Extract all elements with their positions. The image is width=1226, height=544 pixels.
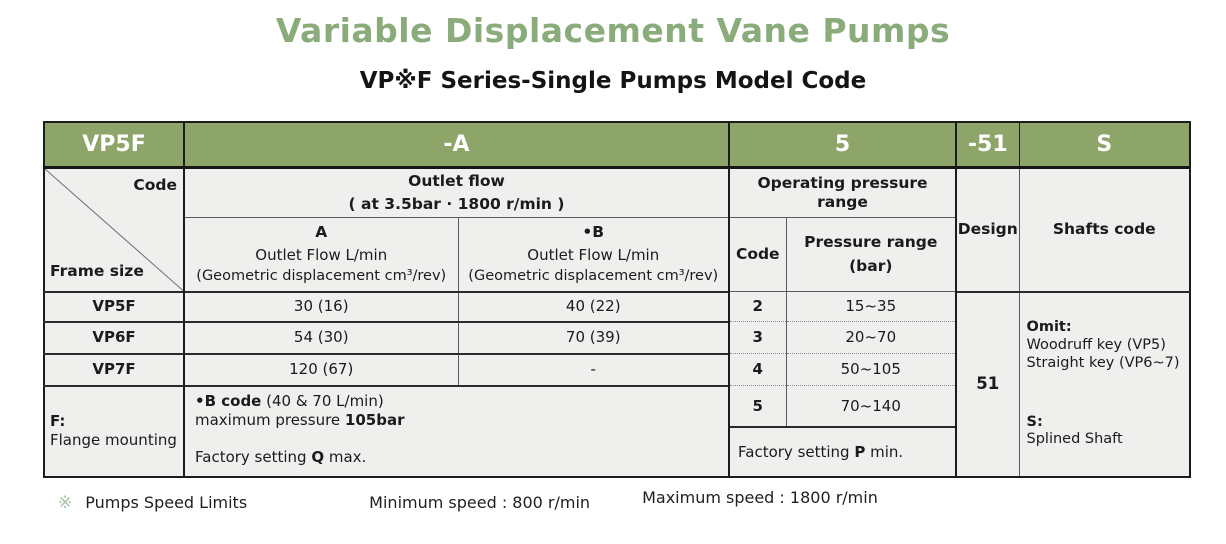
model-code-pressure-cell: 5: [728, 121, 957, 170]
flow-a-vp6f: 54 (30): [183, 320, 459, 355]
column-a-header: A Outlet Flow L/min (Geometric displacem…: [183, 217, 459, 293]
model-code-design-cell: -51: [955, 121, 1020, 170]
shafts-omit-line1: Woodruff key (VP5): [1026, 336, 1166, 353]
page-title: Variable Displacement Vane Pumps: [275, 11, 951, 50]
flow-b-vp7f: -: [457, 352, 730, 387]
corner-frame-size-label: Frame size: [50, 262, 144, 281]
diagonal-divider-line: [45, 169, 183, 291]
shafts-s-label: S:: [1026, 413, 1043, 430]
mounting-note: F: Flange mounting: [43, 384, 185, 478]
column-b-flow-label: Outlet Flow L/min: [527, 245, 660, 264]
corner-code-label: Code: [133, 176, 177, 195]
b-code-note: •B code (40 & 70 L/min) maximum pressure…: [182, 384, 730, 478]
mounting-label: Flange mounting: [50, 431, 177, 450]
model-code-table: VP5F -A 5 -51 S Code Frame size Outlet f…: [43, 120, 1192, 479]
minimum-speed-value: Minimum speed : 800 r/min: [369, 493, 591, 513]
pressure-range-3: 20~70: [785, 321, 957, 355]
section-header-row: Code Frame size Outlet flow ( at 3.5bar …: [43, 167, 1191, 293]
column-a-flow-label: Outlet Flow L/min: [255, 245, 388, 264]
frame-size-vp6f: VP6F: [43, 320, 185, 355]
frame-size-vp7f: VP7F: [43, 352, 185, 387]
design-header: Design: [955, 167, 1020, 293]
pressure-code-header: Code: [728, 217, 787, 293]
table-row-vp7f: VP7F 120 (67) - 4 50~105: [43, 352, 1190, 387]
outlet-flow-header: Outlet flow ( at 3.5bar · 1800 r/min ): [183, 167, 730, 219]
column-a-displacement-label: (Geometric displacement cm³/rev): [196, 268, 447, 285]
b-code-note-line2: maximum pressure 105bar: [195, 411, 405, 430]
pressure-code-3: 3: [728, 321, 787, 355]
flow-a-vp5f: 30 (16): [183, 290, 459, 323]
model-code-row: VP5F -A 5 -51 S: [43, 121, 1191, 170]
maximum-speed-value: Maximum speed : 1800 r/min: [642, 488, 878, 508]
column-b-header: •B Outlet Flow L/min (Geometric displace…: [457, 217, 730, 293]
shafts-s-text: Splined Shaft: [1026, 431, 1123, 448]
pressure-range-4: 50~105: [785, 353, 957, 387]
table-row-vp5f: VP5F 30 (16) 40 (22) 2 15~35 51 Omit: Wo…: [43, 290, 1191, 478]
flow-b-vp5f: 40 (22): [457, 290, 730, 323]
page-subtitle: VP※F Series-Single Pumps Model Code: [359, 68, 867, 95]
model-code-flow-cell: -A: [182, 121, 730, 170]
flow-a-vp7f: 120 (67): [183, 352, 459, 387]
shafts-omit-label: Omit:: [1026, 318, 1072, 335]
outlet-flow-title: Outlet flow: [408, 171, 505, 190]
frame-size-vp5f: VP5F: [43, 290, 185, 323]
factory-setting-p-note: Factory setting P min.: [728, 425, 957, 478]
speed-limits-label: Pumps Speed Limits: [85, 493, 248, 513]
shafts-code-header: Shafts code: [1018, 167, 1191, 293]
column-b-code: •B: [582, 222, 605, 241]
reference-mark-icon: ※: [58, 493, 73, 514]
outlet-flow-condition: ( at 3.5bar · 1800 r/min ): [348, 195, 565, 214]
column-a-code: A: [315, 222, 328, 241]
model-code-frame-cell: VP5F: [43, 121, 185, 170]
b-code-note-line1: •B code (40 & 70 L/min): [195, 391, 384, 410]
pressure-range-header-line1: Pressure range: [804, 233, 938, 252]
factory-setting-q-note: Factory setting Q max.: [195, 447, 367, 466]
table-row-factory-setting: Factory setting P min.: [44, 425, 1190, 478]
table-row-notes: F: Flange mounting •B code (40 & 70 L/mi…: [43, 384, 1190, 478]
shafts-code-note: Omit: Woodruff key (VP5) Straight key (V…: [1018, 290, 1191, 478]
model-code-shaft-cell: S: [1018, 121, 1191, 170]
operating-pressure-range-header: Operating pressure range: [728, 167, 957, 219]
shafts-omit-line2: Straight key (VP6~7): [1026, 354, 1180, 371]
flow-b-vp6f: 70 (39): [457, 320, 730, 355]
pressure-range-header-line2: (bar): [849, 256, 893, 275]
pressure-code-5: 5: [728, 385, 787, 428]
table-row-vp6f: VP6F 54 (30) 70 (39) 3 20~70: [43, 320, 1190, 355]
column-b-displacement-label: (Geometric displacement cm³/rev): [468, 268, 719, 285]
corner-cell: Code Frame size: [43, 167, 185, 293]
pressure-range-2: 15~35: [785, 291, 957, 323]
pressure-range-5: 70~140: [785, 385, 957, 428]
pressure-range-header: Pressure range (bar): [785, 217, 957, 293]
pressure-code-4: 4: [728, 353, 787, 387]
mounting-code: F:: [50, 411, 66, 430]
pressure-code-2: 2: [728, 291, 787, 323]
design-value: 51: [955, 290, 1020, 478]
pumps-speed-limits-note: ※ Pumps Speed Limits Minimum speed : 800 r…: [58, 488, 1226, 514]
